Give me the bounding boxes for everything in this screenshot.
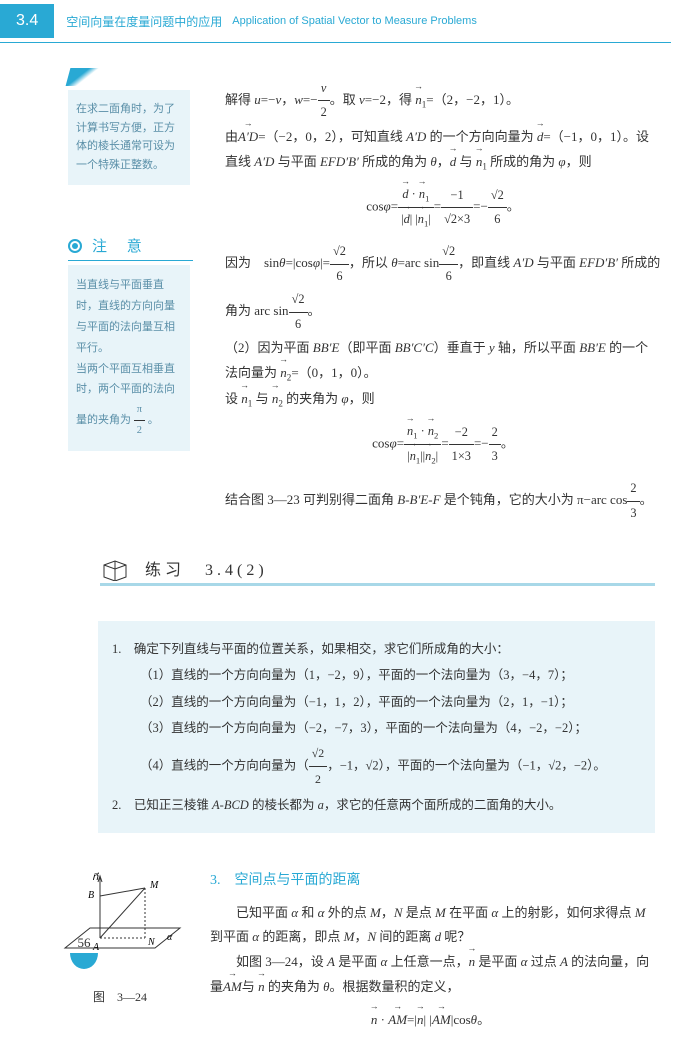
exercise-box: 1. 确定下列直线与平面的位置关系，如果相交，求它们所成角的大小： （1）直线的…	[98, 621, 655, 833]
section-3-p2: 如图 3—24，设 A 是平面 α 上任意一点，n 是平面 α 过点 A 的法向…	[210, 950, 651, 999]
exercise-q1-2: （2）直线的一个方向向量为（−1，1，2），平面的一个法向量为（2，1，−1）；	[112, 689, 641, 715]
section-3-title: 3. 空间点与平面的距离	[210, 868, 651, 895]
t: 。	[364, 365, 377, 380]
t: 的棱长都为	[249, 798, 318, 812]
t: ，	[381, 905, 394, 920]
t: （即平面	[339, 340, 394, 355]
fig-label-B: B	[88, 890, 94, 901]
page-decoration	[70, 953, 98, 969]
t: ，	[354, 929, 367, 944]
exercise-q1-4: （4）直线的一个方向向量为（√22，−1，√2），平面的一个法向量为（−1，√2…	[112, 741, 641, 792]
section-number: 3.4	[0, 4, 54, 38]
t: 外的点	[324, 905, 370, 920]
t: ，求它的任意两个面所成的二面角的大小。	[324, 798, 562, 812]
t: 是平面	[475, 954, 521, 969]
t: 上任意一点，	[387, 954, 468, 969]
exercise-q1-1: （1）直线的一个方向向量为（1，−2，9），平面的一个法向量为（3，−4，7）；	[112, 662, 641, 688]
t: 过点	[527, 954, 560, 969]
section-3-text: 3. 空间点与平面的距离 已知平面 α 和 α 外的点 M，N 是点 M 在平面…	[210, 868, 661, 1040]
t: 到平面	[210, 929, 252, 944]
t: （2）因为平面	[225, 340, 313, 355]
t: 与平面	[274, 154, 320, 169]
t: 由	[225, 129, 238, 144]
t: 。	[506, 92, 519, 107]
t: 。	[640, 492, 653, 507]
page-header: 3.4 空间向量在度量问题中的应用 Application of Spatial…	[0, 0, 691, 42]
t: 是点	[403, 905, 436, 920]
main-p1: 解得 u=−v，w=−v2。取 v=−2，得 n1=（2，−2，1）。	[225, 77, 661, 125]
main-text-block: 解得 u=−v，w=−v2。取 v=−2，得 n1=（2，−2，1）。 由A′D…	[225, 77, 661, 525]
t: 间的距离	[376, 929, 435, 944]
t: 已知平面	[236, 905, 291, 920]
formula-cos-phi-2: cosφ=n1 · n2|n1||n2|=−21×3=−23。	[225, 420, 661, 469]
t: 。	[308, 303, 321, 318]
exercise-title: 练习 3.4(2)	[145, 556, 268, 580]
exercise-header: 练习 3.4(2)	[100, 555, 655, 586]
t: 与平面	[534, 255, 580, 270]
figure-3-24: n⃗ M B A N α	[45, 868, 195, 978]
t: ，可知直线	[338, 129, 406, 144]
t: 在平面	[446, 905, 492, 920]
page-number: 56	[78, 935, 91, 951]
main-p5: 设 n1 与 n2 的夹角为 φ，则	[225, 387, 661, 413]
t: 是个钝角，它的大小为	[441, 492, 578, 507]
t: ，则	[566, 154, 592, 169]
t: 轴，所以平面	[495, 340, 580, 355]
t: 。	[593, 758, 606, 772]
main-p6: 结合图 3—23 可判别得二面角 B-B′E-F 是个钝角，它的大小为 π−ar…	[225, 477, 661, 525]
t: 。根据数量积的定义，	[329, 979, 459, 994]
t: 的夹角为	[283, 391, 342, 406]
book-svg	[100, 555, 130, 581]
t: 如图 3—24，设	[236, 954, 327, 969]
section-3: n⃗ M B A N α 图 3—24 3. 空间点与平面的距离 已知平面 α …	[30, 868, 661, 1040]
section-3-p1: 已知平面 α 和 α 外的点 M，N 是点 M 在平面 α 上的射影，如何求得点…	[210, 901, 651, 950]
main-p2: 由A′D=（−2，0，2），可知直线 A′D 的一个方向向量为 d=（−1，0，…	[225, 125, 661, 176]
t: ，平面的一个法向量为	[385, 758, 510, 772]
main-p3: 因为 sinθ=|cosφ|=√26，所以 θ=arc sin√26，即直线 A…	[225, 240, 661, 336]
t: 呢？	[441, 929, 470, 944]
t: 结合图 3—23 可判别得二面角	[225, 492, 397, 507]
header-title-cn: 空间向量在度量问题中的应用	[66, 13, 222, 30]
t: ，所以	[349, 255, 391, 270]
t: 解得	[225, 92, 254, 107]
exercise-q1: 1. 确定下列直线与平面的位置关系，如果相交，求它们所成角的大小：	[112, 636, 641, 662]
t: ，即直线	[458, 255, 513, 270]
t: 。取	[330, 92, 359, 107]
exercise-q1-3: （3）直线的一个方向向量为（−2，−7，3），平面的一个法向量为（4，−2，−2…	[112, 715, 641, 741]
formula-nAM: n · AM=|n| |AM|cosθ。	[210, 1008, 651, 1033]
t: 所成的角为	[487, 154, 559, 169]
header-title-en: Application of Spatial Vector to Measure…	[232, 15, 477, 27]
t: 因为 sin	[225, 255, 279, 270]
t: ，则	[349, 391, 375, 406]
figure-caption: 图 3—24	[30, 988, 210, 1005]
book-icon	[100, 555, 130, 581]
exercise-q2: 2. 已知正三棱锥 A-BCD 的棱长都为 a，求它的任意两个面所成的二面角的大…	[112, 792, 641, 818]
t: 和	[298, 905, 318, 920]
fig-label-N: N	[147, 937, 156, 948]
t: 与	[456, 154, 476, 169]
content-area: 解得 u=−v，w=−v2。取 v=−2，得 n1=（2，−2，1）。 由A′D…	[0, 42, 691, 1040]
page-footer: 56	[70, 935, 98, 969]
t: 是平面	[335, 954, 381, 969]
t: （4）直线的一个方向向量为	[140, 758, 296, 772]
t: 的夹角为	[265, 979, 324, 994]
t: 的距离，即点	[259, 929, 344, 944]
t: ）垂直于	[434, 340, 489, 355]
t: 设	[225, 391, 241, 406]
t: 与	[252, 391, 272, 406]
fig-label-M: M	[149, 880, 159, 891]
t: ，得	[386, 92, 415, 107]
main-p4: （2）因为平面 BB′E（即平面 BB′C′C）垂直于 y 轴，所以平面 BB′…	[225, 336, 661, 387]
t: 与	[242, 979, 258, 994]
formula-cos-phi: cosφ=d · n1|d| |n1|=−1√2×3=−√26。	[225, 183, 661, 232]
figure-area: n⃗ M B A N α 图 3—24	[30, 868, 210, 1040]
t: 所成的角为	[359, 154, 431, 169]
fig-label-alpha: α	[167, 932, 173, 943]
t: 上的射影，如何求得点	[498, 905, 635, 920]
t: 2. 已知正三棱锥	[112, 798, 212, 812]
